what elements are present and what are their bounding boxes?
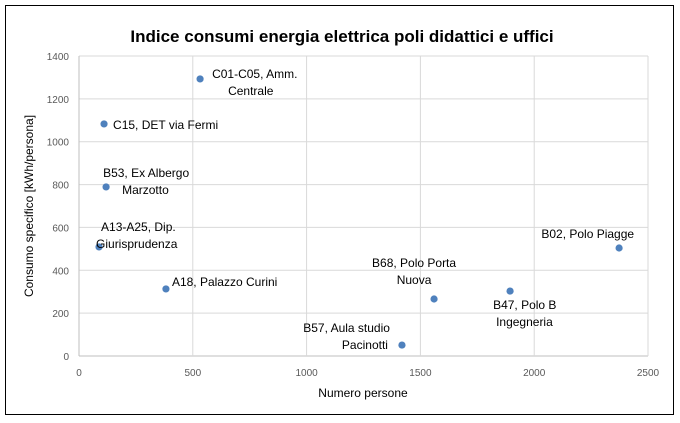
y-tick-label: 1200 (47, 95, 70, 106)
y-tick-labels: 0 200 400 600 800 1000 1200 1400 (47, 52, 70, 363)
data-label-line: Ingegneria (496, 315, 553, 329)
data-label-line: A13-A25, Dip. (101, 220, 176, 234)
data-label-line: B53, Ex Albergo (103, 166, 189, 180)
data-point (196, 75, 204, 83)
x-tick-label: 2000 (523, 368, 546, 379)
y-tick-label: 1000 (47, 138, 70, 149)
chart-title: Indice consumi energia elettrica poli di… (130, 27, 553, 46)
data-label-line: Pacinotti (342, 338, 388, 352)
y-tick-label: 400 (52, 266, 69, 277)
x-tick-label: 1000 (295, 368, 318, 379)
data-label-line: B02, Polo Piagge (541, 227, 634, 241)
data-label: B68, Polo Porta Nuova (372, 256, 456, 287)
y-tick-label: 800 (52, 181, 69, 192)
x-tick-label: 2500 (637, 368, 660, 379)
data-point (506, 287, 514, 295)
data-label: A13-A25, Dip. Giurisprudenza (96, 220, 178, 251)
data-label: A18, Palazzo Curini (172, 275, 277, 289)
data-points (95, 75, 623, 349)
data-label: C01-C05, Amm. Centrale (212, 67, 297, 98)
data-label-line: Giurisprudenza (96, 237, 178, 251)
data-point (100, 120, 108, 128)
y-tick-label: 600 (52, 223, 69, 234)
y-tick-label: 0 (63, 352, 69, 363)
x-tick-label: 0 (76, 368, 82, 379)
data-label: B02, Polo Piagge (541, 227, 634, 241)
data-label: C15, DET via Fermi (113, 118, 218, 132)
data-point (398, 341, 406, 349)
data-label: B57, Aula studio Pacinotti (303, 321, 390, 352)
data-label: B53, Ex Albergo Marzotto (103, 166, 189, 197)
y-tick-label: 1400 (47, 52, 70, 63)
x-tick-label: 1500 (409, 368, 432, 379)
data-point (162, 285, 170, 293)
y-axis-label: Consumo specifico [kWh/persona] (22, 115, 36, 297)
data-label-line: C15, DET via Fermi (113, 118, 218, 132)
x-tick-labels: 0 500 1000 1500 2000 2500 (76, 368, 659, 379)
data-label: B47, Polo B Ingegneria (493, 298, 556, 329)
data-label-line: Centrale (228, 84, 274, 98)
data-label-line: B57, Aula studio (303, 321, 390, 335)
grid (78, 55, 649, 357)
data-labels: C01-C05, Amm. Centrale C15, DET via Fermi B… (96, 67, 634, 352)
chart-frame (5, 5, 674, 415)
data-label-line: Nuova (397, 273, 432, 287)
data-label-line: Marzotto (122, 183, 169, 197)
y-tick-label: 200 (52, 309, 69, 320)
data-point (102, 183, 110, 191)
data-label-line: C01-C05, Amm. (212, 67, 297, 81)
data-point (95, 243, 103, 251)
x-axis-label: Numero persone (318, 386, 408, 400)
data-point (615, 244, 623, 252)
data-label-line: B68, Polo Porta (372, 256, 456, 270)
data-point (430, 295, 438, 303)
data-label-line: B47, Polo B (493, 298, 556, 312)
x-tick-label: 500 (184, 368, 201, 379)
data-label-line: A18, Palazzo Curini (172, 275, 277, 289)
